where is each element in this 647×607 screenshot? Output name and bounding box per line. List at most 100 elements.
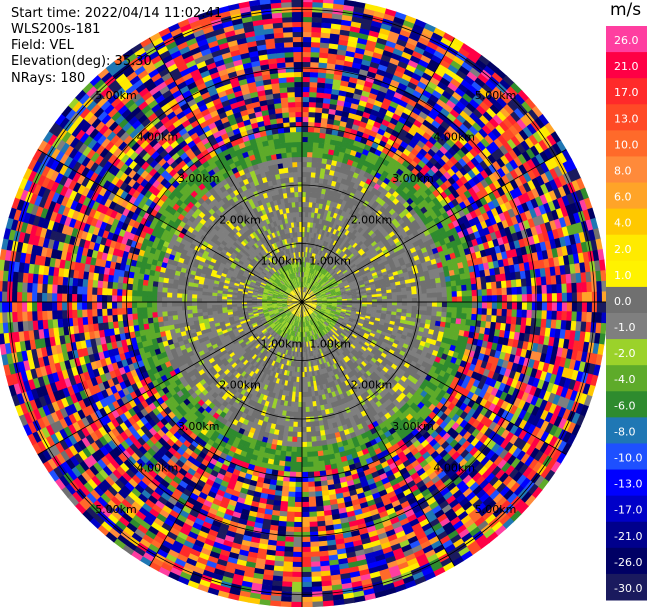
radar-gate (299, 321, 301, 328)
radar-gate (335, 268, 341, 274)
radar-gate (303, 311, 305, 318)
radar-gate (305, 287, 308, 293)
radar-gate (310, 319, 314, 325)
radar-gate (406, 294, 413, 299)
radar-gate (302, 286, 304, 293)
radar-gate (306, 316, 309, 322)
radar-gate (290, 340, 294, 347)
radar-gate (306, 310, 309, 316)
radar-gate (332, 317, 339, 322)
radar-gate (350, 310, 357, 314)
radar-gate (328, 261, 334, 267)
radar-gate (283, 308, 289, 312)
radar-gate (305, 277, 308, 283)
radar-gate (331, 306, 337, 309)
radar-gate (316, 297, 323, 300)
radar-gate (284, 276, 289, 282)
radar-gate (304, 276, 306, 283)
radar-gate (324, 328, 329, 333)
radar-gate (336, 293, 342, 297)
radar-gate (303, 306, 306, 312)
radar-gate (298, 306, 301, 312)
radar-gate (296, 431, 302, 438)
radar-gate (325, 319, 331, 324)
radar-gate (281, 287, 286, 291)
radar-gate (294, 321, 297, 327)
radar-gate (299, 316, 301, 323)
radar-gate (295, 206, 300, 213)
radar-gate (261, 296, 268, 299)
radar-gate (236, 303, 243, 307)
radar-gate (391, 295, 398, 300)
radar-gate (350, 312, 357, 316)
radar-gate (306, 267, 309, 273)
radar-gate (312, 287, 318, 293)
radar-gate (293, 289, 297, 294)
radar-gate (269, 322, 275, 327)
radar-gate (253, 286, 260, 290)
radar-gate (221, 304, 228, 308)
radar-gate (326, 305, 333, 308)
radar-gate (311, 300, 318, 302)
radar-gate (302, 176, 307, 183)
radar-gate (298, 316, 300, 323)
radar-gate (317, 313, 323, 318)
radar-gate (311, 302, 318, 304)
radar-gate (327, 254, 332, 260)
radar-gate (273, 311, 280, 315)
radar-gate (306, 326, 309, 332)
radar-gate (303, 306, 306, 312)
radar-gate (406, 302, 413, 307)
radar-gate (280, 279, 286, 285)
radar-gate (317, 285, 322, 290)
radar-gate (311, 297, 317, 300)
radar-gate (310, 247, 314, 254)
radar-gate (295, 201, 300, 208)
radar-gate (331, 299, 338, 302)
radar-gate (303, 311, 306, 318)
radar-gate (304, 381, 308, 388)
radar-gate (314, 344, 318, 351)
radar-gate (281, 303, 288, 305)
radar-gate (297, 416, 302, 423)
radar-gate (285, 333, 289, 340)
radar-gate (345, 274, 351, 279)
radar-gate (281, 313, 287, 318)
radar-gate (351, 302, 358, 305)
radar-gate (257, 276, 264, 281)
radar-gate (295, 294, 299, 299)
radar-gate (291, 273, 295, 279)
radar-gate (295, 293, 300, 299)
radar-gate (296, 316, 299, 322)
radar-gate (266, 334, 272, 340)
radar-gate (324, 311, 331, 315)
radar-gate (303, 292, 306, 298)
radar-gate (288, 329, 292, 336)
radar-gate (304, 316, 307, 323)
radar-gate (295, 311, 299, 317)
radar-gate (289, 340, 293, 346)
radar-gate (319, 290, 325, 294)
radar-gate (292, 272, 296, 279)
radar-gate (313, 281, 318, 287)
radar-gate (290, 330, 294, 336)
radar-gate (287, 304, 293, 307)
radar-gate (300, 291, 302, 298)
radar-gate (312, 287, 317, 292)
radar-gate (318, 326, 323, 332)
radar-gate (282, 321, 287, 326)
radar-gate (254, 326, 260, 332)
radar-gate (315, 339, 319, 345)
radar-gate (309, 273, 313, 279)
radar-gate (304, 306, 307, 312)
radar-gate (317, 278, 322, 283)
radar-gate (319, 310, 326, 314)
radar-gate (311, 268, 315, 274)
radar-gate (291, 268, 294, 274)
radar-gate (311, 345, 315, 352)
radar-gate (308, 252, 311, 258)
radar-gate (341, 321, 348, 326)
radar-gate (286, 300, 293, 302)
radar-gate (299, 316, 301, 323)
radar-gate (324, 271, 330, 277)
